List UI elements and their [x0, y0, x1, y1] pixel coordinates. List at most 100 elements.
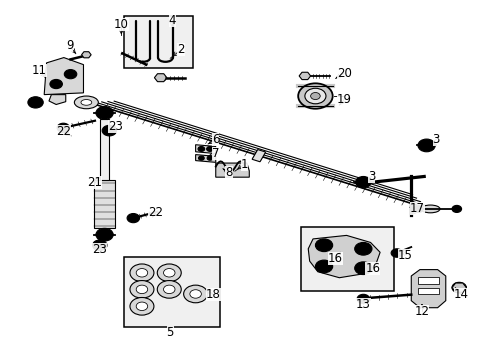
Circle shape: [315, 260, 332, 273]
Text: 19: 19: [336, 93, 351, 106]
Circle shape: [96, 107, 113, 119]
Circle shape: [130, 264, 154, 282]
Circle shape: [451, 206, 461, 212]
Circle shape: [198, 147, 204, 152]
Text: 8: 8: [225, 166, 232, 179]
Ellipse shape: [420, 205, 439, 213]
Text: 10: 10: [114, 18, 128, 31]
Text: 12: 12: [413, 305, 428, 318]
Circle shape: [355, 176, 370, 188]
Text: 4: 4: [168, 14, 176, 27]
Circle shape: [101, 111, 108, 116]
Text: 22: 22: [56, 125, 71, 138]
Circle shape: [33, 100, 39, 104]
Circle shape: [417, 139, 434, 152]
Circle shape: [163, 269, 175, 277]
Text: 23: 23: [107, 120, 122, 133]
Circle shape: [390, 249, 402, 257]
Text: 9: 9: [66, 40, 73, 53]
Polygon shape: [49, 95, 65, 104]
Circle shape: [130, 297, 154, 315]
Text: 2: 2: [177, 43, 184, 56]
Circle shape: [136, 285, 147, 294]
Circle shape: [64, 69, 77, 79]
Polygon shape: [215, 163, 249, 177]
Circle shape: [315, 239, 332, 252]
Circle shape: [28, 97, 43, 108]
Polygon shape: [252, 149, 265, 162]
Circle shape: [320, 264, 327, 269]
Text: 15: 15: [397, 249, 412, 262]
Bar: [418, 277, 438, 284]
Polygon shape: [307, 235, 379, 278]
Circle shape: [304, 88, 325, 104]
Polygon shape: [299, 72, 310, 80]
Ellipse shape: [81, 99, 92, 105]
Circle shape: [97, 243, 102, 247]
Circle shape: [206, 147, 213, 152]
Circle shape: [189, 290, 201, 298]
Bar: [94, 180, 115, 228]
Polygon shape: [195, 154, 215, 162]
Circle shape: [298, 83, 332, 109]
Circle shape: [130, 280, 154, 298]
Polygon shape: [81, 52, 91, 58]
Circle shape: [157, 280, 181, 298]
Polygon shape: [451, 283, 466, 292]
Bar: [301, 227, 394, 291]
Text: 6: 6: [212, 133, 219, 146]
Circle shape: [310, 93, 320, 100]
Polygon shape: [44, 58, 83, 95]
Text: 20: 20: [336, 67, 351, 80]
Circle shape: [354, 262, 371, 275]
Circle shape: [106, 129, 112, 133]
Bar: [418, 288, 438, 294]
Polygon shape: [195, 145, 215, 154]
Circle shape: [57, 123, 69, 132]
Text: 14: 14: [453, 288, 468, 301]
Circle shape: [359, 246, 366, 252]
Circle shape: [92, 240, 107, 251]
Text: 7: 7: [212, 147, 219, 160]
Text: 1: 1: [240, 158, 248, 171]
Text: 3: 3: [367, 170, 374, 183]
Circle shape: [136, 302, 147, 311]
Circle shape: [183, 285, 207, 303]
Circle shape: [198, 156, 204, 160]
Circle shape: [354, 242, 371, 255]
Circle shape: [127, 213, 139, 223]
Text: 22: 22: [148, 206, 163, 219]
Polygon shape: [410, 270, 445, 308]
Bar: [100, 119, 109, 180]
Circle shape: [157, 264, 181, 282]
Text: 23: 23: [92, 243, 107, 256]
Ellipse shape: [74, 96, 98, 109]
Polygon shape: [154, 74, 166, 82]
Bar: [123, 15, 193, 68]
Circle shape: [413, 206, 423, 212]
Text: 3: 3: [431, 133, 439, 146]
Circle shape: [359, 265, 366, 271]
Text: 16: 16: [365, 262, 380, 275]
Circle shape: [455, 285, 461, 290]
Circle shape: [359, 180, 366, 185]
Circle shape: [356, 294, 369, 303]
Circle shape: [96, 228, 113, 241]
Circle shape: [163, 285, 175, 294]
Text: 16: 16: [327, 252, 343, 265]
Text: 13: 13: [355, 298, 370, 311]
Text: 21: 21: [87, 176, 102, 189]
Text: 17: 17: [408, 202, 424, 215]
Circle shape: [455, 285, 462, 290]
Circle shape: [320, 242, 327, 248]
Circle shape: [101, 232, 108, 237]
Circle shape: [136, 269, 147, 277]
Circle shape: [50, 80, 62, 89]
Circle shape: [102, 125, 116, 136]
Bar: [123, 257, 219, 328]
Text: 18: 18: [205, 288, 221, 301]
Circle shape: [422, 143, 429, 148]
Circle shape: [451, 282, 466, 293]
Text: 5: 5: [166, 326, 174, 339]
Text: 11: 11: [32, 64, 47, 77]
